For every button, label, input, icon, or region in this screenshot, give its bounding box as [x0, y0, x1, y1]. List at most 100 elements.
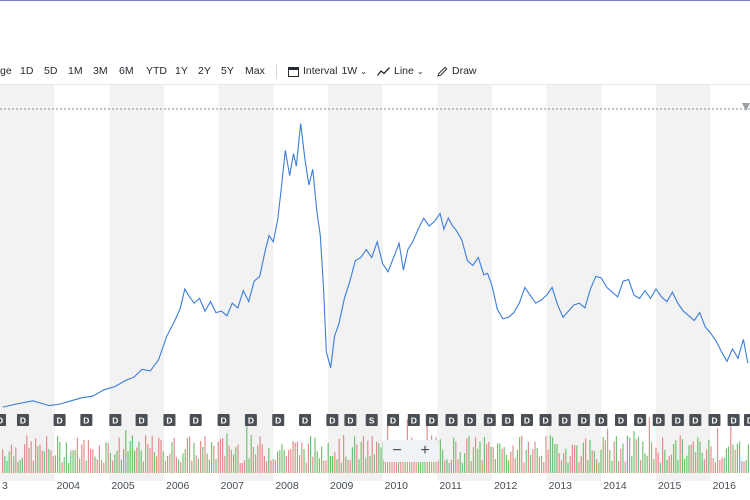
volume-bar: [488, 441, 490, 473]
volume-bar: [142, 461, 144, 473]
event-marker: [217, 414, 230, 426]
volume-bar: [684, 458, 686, 473]
volume-bar: [402, 460, 404, 473]
range-1d-button[interactable]: 1D: [20, 65, 34, 77]
volume-bar: [499, 443, 501, 473]
volume-bar: [739, 441, 741, 473]
volume-bar: [226, 433, 228, 473]
x-tick-label: 2016: [713, 480, 737, 492]
volume-bar: [611, 460, 613, 473]
volume-bar: [98, 445, 100, 473]
x-tick-label: 2011: [439, 480, 462, 492]
event-marker: [652, 414, 665, 426]
volume-bar: [466, 438, 468, 473]
chevron-down-icon: ⌄: [360, 66, 367, 76]
volume-bar: [523, 462, 525, 473]
volume-bar: [305, 462, 307, 473]
volume-bar: [717, 428, 719, 473]
volume-bar: [208, 459, 210, 473]
volume-bar: [2, 449, 4, 473]
interval-button[interactable]: Interval 1W ⌄: [288, 65, 367, 77]
volume-bar: [26, 435, 28, 473]
x-tick-label: 2013: [549, 480, 573, 492]
x-tick-label: 2007: [221, 480, 245, 492]
draw-button[interactable]: Draw: [437, 65, 477, 77]
chart-type-button[interactable]: Line ⌄: [377, 65, 424, 77]
volume-bar: [732, 444, 734, 473]
top-border: [0, 0, 750, 1]
volume-bar: [57, 435, 59, 473]
volume-bar: [574, 444, 576, 473]
volume-bar: [673, 443, 675, 473]
range-1y-button[interactable]: 1Y: [175, 65, 188, 77]
volume-bar: [666, 460, 668, 473]
volume-bar: [695, 452, 697, 473]
range-3m-button[interactable]: 3M: [93, 65, 108, 77]
volume-bar: [123, 449, 125, 473]
volume-bar: [257, 445, 259, 473]
volume-bar: [651, 442, 653, 473]
zoom-in-button[interactable]: +: [420, 442, 430, 459]
range-6m-button[interactable]: 6M: [119, 65, 134, 77]
volume-bar: [114, 454, 116, 473]
volume-bar: [30, 441, 32, 473]
volume-bar: [252, 447, 254, 473]
volume-bar: [151, 436, 153, 473]
volume-bar: [653, 458, 655, 473]
volume-bar: [336, 459, 338, 473]
event-marker: [163, 414, 176, 426]
volume-bar: [296, 441, 298, 473]
volume-bar: [288, 450, 290, 473]
event-marker-label: D: [347, 416, 353, 426]
volume-bar: [677, 460, 679, 473]
event-marker: [445, 414, 458, 426]
volume-bar: [283, 449, 285, 473]
event-marker-label: D: [166, 416, 172, 426]
event-marker-label: D: [275, 416, 281, 426]
volume-bar: [552, 437, 554, 473]
volume-bar: [17, 461, 19, 473]
x-tick-label: 3: [2, 480, 8, 492]
range-max-button[interactable]: Max: [245, 65, 265, 77]
event-marker: [539, 414, 552, 426]
volume-bar: [307, 443, 309, 473]
volume-bar: [699, 441, 701, 473]
x-tick-label: 2005: [111, 480, 135, 492]
volume-bar: [686, 455, 688, 473]
volume-bar: [35, 438, 37, 473]
toolbar-divider: [0, 84, 750, 85]
price-chart[interactable]: D D D D D D D D D D D D D D S D D D D D D D D D D D D D D D D D D D D 3 2004…: [0, 85, 750, 500]
toolbar-separator: [276, 64, 277, 79]
event-marker-label: D: [731, 416, 737, 426]
volume-bar: [692, 441, 694, 473]
range-partial-button[interactable]: ge: [0, 65, 12, 77]
volume-bar: [578, 462, 580, 473]
volume-bar: [294, 442, 296, 473]
range-5y-button[interactable]: 5Y: [221, 65, 234, 77]
volume-bar: [712, 457, 714, 473]
volume-bar: [59, 442, 61, 473]
volume-bar: [613, 441, 615, 473]
range-2y-button[interactable]: 2Y: [198, 65, 211, 77]
volume-bar: [501, 448, 503, 473]
volume-bar: [450, 459, 452, 473]
volume-bar: [158, 437, 160, 473]
volume-bar: [266, 461, 268, 473]
volume-bar: [527, 441, 529, 473]
volume-bar: [112, 460, 114, 473]
volume-bar: [233, 454, 235, 473]
zoom-out-button[interactable]: −: [392, 442, 402, 459]
volume-bar: [358, 459, 360, 473]
volume-bar: [340, 462, 342, 473]
volume-bar: [675, 440, 677, 473]
volume-bar: [516, 449, 518, 473]
volume-bar: [688, 445, 690, 473]
event-marker: [744, 414, 750, 426]
volume-bar: [136, 447, 138, 473]
range-ytd-button[interactable]: YTD: [146, 65, 167, 77]
volume-bar: [475, 437, 477, 473]
event-marker-label: D: [505, 416, 511, 426]
volume-bar: [351, 447, 353, 473]
range-5d-button[interactable]: 5D: [44, 65, 58, 77]
range-1m-button[interactable]: 1M: [68, 65, 83, 77]
